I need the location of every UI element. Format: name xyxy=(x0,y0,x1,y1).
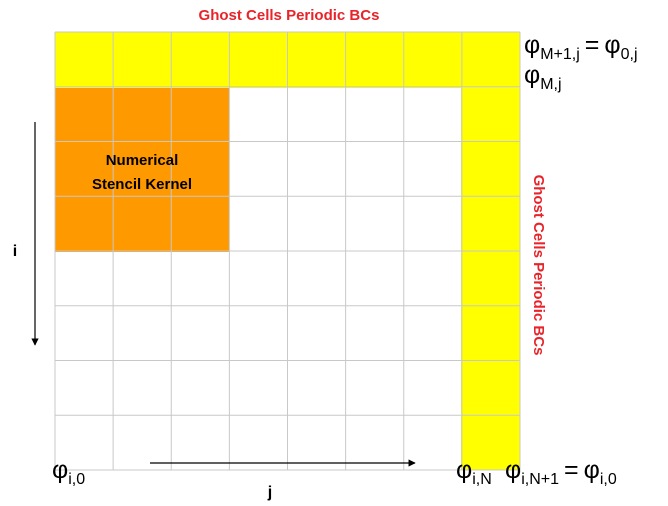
top-ghost-label: φM+1,j = φ0,j xyxy=(524,31,638,63)
side-title: Ghost Cells Periodic BCs xyxy=(530,175,547,356)
right-ghost-column xyxy=(461,88,520,470)
bottom-last-label: φi,N xyxy=(456,456,492,488)
grid xyxy=(54,31,521,471)
stencil-kernel xyxy=(55,88,229,252)
top-last-label: φM,j xyxy=(524,61,562,93)
kernel-label: Stencil Kernel xyxy=(92,176,192,193)
axis-i-label: i xyxy=(13,243,17,260)
top-title: Ghost Cells Periodic BCs xyxy=(199,7,380,24)
bottom-first-label: φi,0 xyxy=(52,456,85,488)
axis-j-label: j xyxy=(267,484,272,501)
right-ghost-label: φi,N+1 = φi,0 xyxy=(505,456,617,488)
kernel-label: Numerical xyxy=(106,152,179,169)
